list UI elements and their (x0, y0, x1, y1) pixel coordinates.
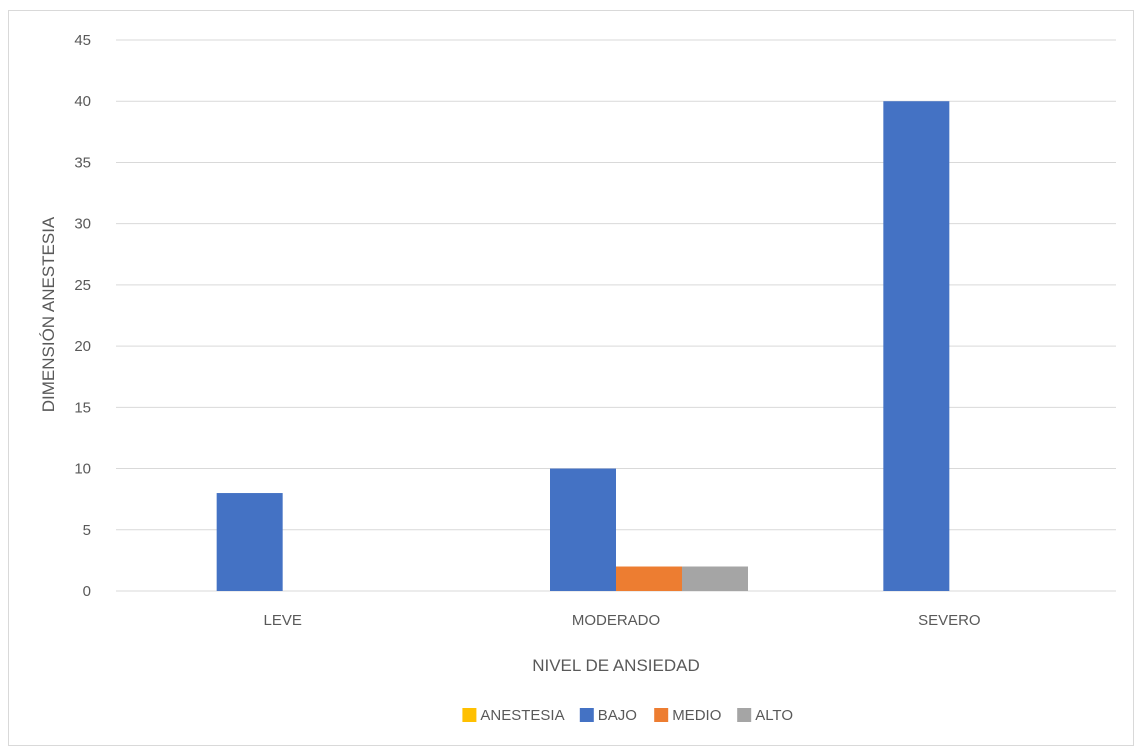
y-tick-label: 20 (74, 338, 91, 355)
legend: ANESTESIA BAJO MEDIO ALTO (462, 707, 793, 724)
legend-swatch-alto (737, 708, 752, 722)
x-tick-labels: LEVE MODERADO SEVERO (263, 612, 980, 629)
bar-bajo-leve (216, 493, 283, 591)
y-tick-label: 0 (83, 583, 91, 600)
legend-swatch-anestesia (462, 708, 477, 722)
y-tick-label: 25 (74, 277, 91, 294)
legend-label-medio: MEDIO (672, 707, 721, 724)
y-tick-label: 15 (74, 399, 91, 416)
y-tick-label: 35 (74, 154, 91, 171)
legend-swatch-medio (654, 708, 669, 722)
x-tick-label: LEVE (263, 612, 301, 629)
bars (216, 101, 950, 591)
y-tick-label: 40 (74, 93, 91, 110)
bar-bajo-moderado (550, 468, 616, 591)
legend-label-anestesia: ANESTESIA (480, 707, 564, 724)
y-tick-labels: 0 5 10 15 20 25 30 35 40 45 (74, 32, 91, 600)
legend-swatch-bajo (579, 708, 594, 722)
y-tick-label: 10 (74, 461, 91, 478)
y-tick-label: 45 (74, 32, 91, 49)
x-tick-label: SEVERO (918, 612, 981, 629)
x-axis-title: NIVEL DE ANSIEDAD (532, 656, 700, 675)
y-tick-label: 5 (83, 522, 91, 539)
legend-label-alto: ALTO (755, 707, 793, 724)
y-tick-label: 30 (74, 216, 91, 233)
legend-label-bajo: BAJO (598, 707, 637, 724)
bar-medio-moderado (616, 566, 682, 591)
bar-bajo-severo (883, 101, 950, 591)
y-axis-title: DIMENSIÓN ANESTESIA (39, 216, 58, 412)
x-tick-label: MODERADO (572, 612, 660, 629)
bar-alto-moderado (682, 566, 748, 591)
